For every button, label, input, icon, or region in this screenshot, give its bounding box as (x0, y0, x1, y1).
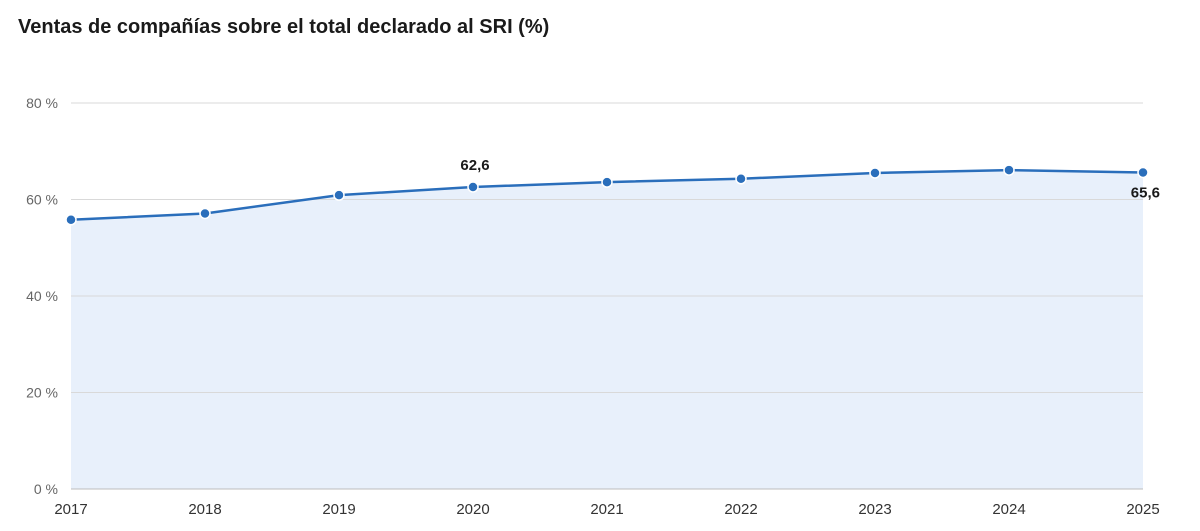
x-tick-label: 2020 (456, 501, 489, 518)
x-tick-label: 2017 (54, 501, 87, 518)
data-point (1137, 166, 1149, 179)
data-label: 65,6 (1131, 184, 1160, 201)
x-tick-label: 2023 (858, 501, 891, 518)
chart-title: Ventas de compañías sobre el total decla… (18, 16, 550, 38)
data-point (601, 176, 613, 188)
data-point (1003, 164, 1015, 176)
data-label: 62,6 (460, 157, 489, 174)
data-point (467, 181, 479, 193)
data-point (735, 173, 747, 185)
y-tick-label: 60 % (26, 192, 58, 208)
x-tick-label: 2022 (724, 501, 757, 518)
y-tick-label: 40 % (26, 288, 58, 304)
area-fill (71, 170, 1143, 489)
data-point (333, 189, 345, 201)
y-tick-label: 0 % (34, 481, 58, 497)
x-tick-label: 2021 (590, 501, 623, 518)
x-tick-label: 2018 (188, 501, 221, 518)
x-tick-label: 2019 (322, 501, 355, 518)
x-tick-label: 2024 (992, 501, 1025, 518)
data-point (869, 167, 881, 179)
y-tick-label: 20 % (26, 385, 58, 401)
x-tick-label: 2025 (1126, 501, 1159, 518)
y-tick-label: 80 % (26, 95, 58, 111)
data-point (199, 207, 211, 220)
data-point (65, 214, 77, 226)
